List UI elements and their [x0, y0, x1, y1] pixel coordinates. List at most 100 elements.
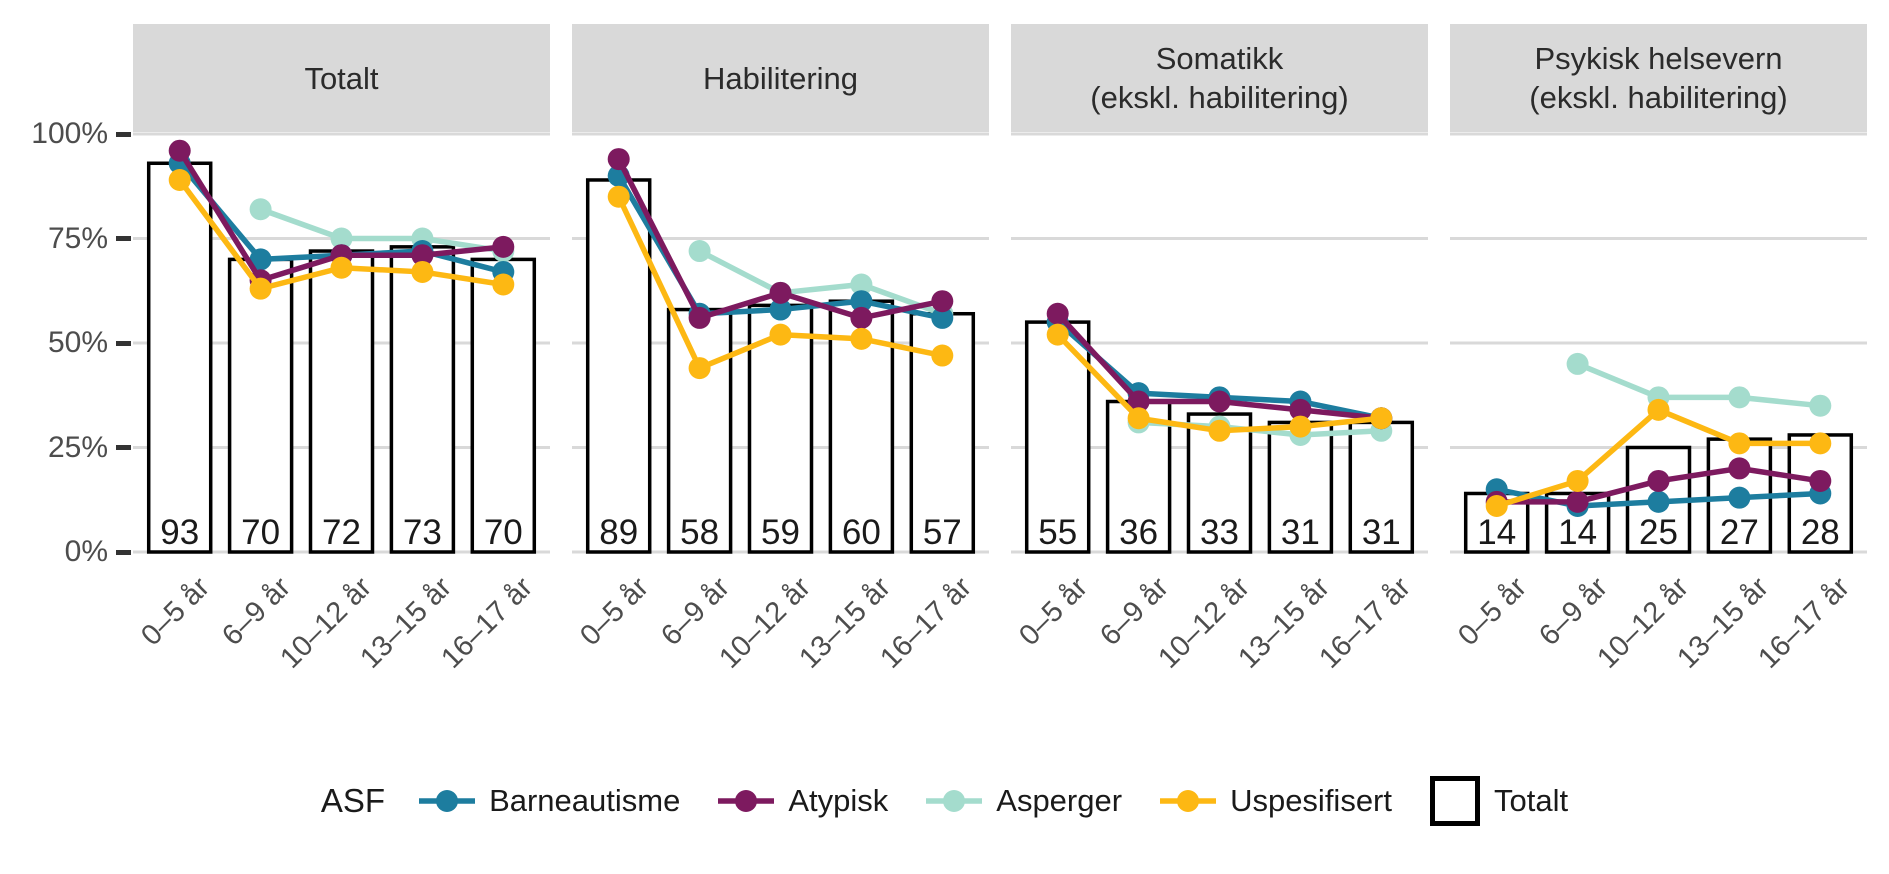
- bar-value-label: 70: [484, 513, 523, 552]
- data-point-atypisk: [492, 235, 515, 258]
- data-point-atypisk: [1289, 398, 1312, 421]
- facet-plot-totalt: 93 70 72 73 70: [133, 132, 550, 554]
- data-point-asperger: [1566, 352, 1589, 375]
- facet-title-line: (ekskl. habilitering): [1529, 80, 1788, 115]
- total-bar: [146, 161, 213, 554]
- data-point-uspesifisert: [769, 323, 792, 346]
- data-point-uspesifisert: [850, 327, 873, 350]
- series-line-asperger: [259, 206, 504, 254]
- legend-item-uspesifisert: Uspesifisert: [1160, 783, 1392, 819]
- total-bar: [308, 249, 375, 554]
- facet-title-line: Psykisk helsevern: [1534, 41, 1783, 76]
- y-tick-mark: [116, 549, 131, 555]
- line-dot-swatch-icon: [1160, 790, 1217, 812]
- total-bar: [1024, 320, 1091, 554]
- facet-title-line: (ekskl. habilitering): [1090, 80, 1349, 115]
- y-tick-mark: [116, 131, 131, 137]
- bar-value-label: 93: [160, 513, 199, 552]
- bar-value-label: 36: [1119, 513, 1158, 552]
- legend-item-asperger: Asperger: [926, 783, 1122, 819]
- bar-value-label: 59: [761, 513, 800, 552]
- legend-item-label: Uspesifisert: [1230, 783, 1392, 818]
- total-bar: [470, 257, 537, 554]
- legend-title: ASF: [320, 782, 386, 819]
- bar-value-label: 60: [842, 513, 881, 552]
- data-point-asperger: [330, 227, 353, 250]
- data-point-atypisk: [1647, 469, 1670, 492]
- bar-swatch-icon: [1430, 776, 1480, 826]
- data-point-asperger: [249, 198, 272, 221]
- total-bar: [227, 257, 294, 554]
- total-bar: [389, 245, 456, 554]
- data-point-asperger: [850, 273, 873, 296]
- data-point-uspesifisert: [1566, 469, 1589, 492]
- data-point-uspesifisert: [249, 277, 272, 300]
- facet-header-psykisk-helsevern-ekskl-habilitering: Psykisk helsevern (ekskl. habilitering): [1450, 24, 1867, 132]
- bar-value-label: 57: [923, 513, 962, 552]
- data-point-uspesifisert: [1485, 495, 1508, 518]
- y-tick-mark: [116, 236, 131, 241]
- line-dot-swatch-icon: [926, 790, 983, 812]
- data-point-uspesifisert: [330, 256, 353, 279]
- data-point-atypisk: [931, 290, 954, 313]
- facet-plot-habilitering: 89 58 59 60 57: [572, 132, 989, 554]
- data-point-asperger: [688, 240, 711, 263]
- bar-value-label: 33: [1200, 513, 1239, 552]
- data-point-uspesifisert: [168, 168, 191, 191]
- legend-item-totalt: Totalt: [1430, 776, 1568, 826]
- data-point-uspesifisert: [492, 273, 515, 296]
- facet-title-line: Habilitering: [702, 60, 859, 96]
- data-point-atypisk: [1809, 469, 1832, 492]
- data-point-barneautisme: [769, 298, 792, 321]
- data-point-uspesifisert: [411, 260, 434, 283]
- y-tick-label: 0%: [64, 535, 108, 568]
- data-point-uspesifisert: [607, 185, 630, 208]
- data-point-atypisk: [769, 281, 792, 304]
- data-point-barneautisme: [249, 248, 272, 271]
- legend: ASF Barneautisme Atypisk Asperger Uspesifis…: [0, 776, 1889, 826]
- series-line-asperger: [698, 248, 944, 317]
- data-point-barneautisme: [1647, 490, 1670, 513]
- facet-header-totalt: Totalt: [133, 24, 550, 132]
- y-tick-label: 25%: [47, 430, 108, 464]
- total-bar: [585, 178, 652, 554]
- data-point-atypisk: [850, 306, 873, 329]
- legend-item-atypisk: Atypisk: [718, 783, 888, 819]
- legend-item-label: Asperger: [996, 783, 1123, 818]
- data-point-atypisk: [411, 244, 434, 267]
- bar-value-label: 73: [403, 513, 442, 552]
- data-point-barneautisme: [1728, 486, 1751, 509]
- bar-value-label: 89: [599, 513, 638, 552]
- bar-value-label: 27: [1720, 513, 1759, 552]
- y-tick-mark: [116, 445, 131, 450]
- bar-value-label: 70: [241, 513, 280, 552]
- data-point-uspesifisert: [688, 357, 711, 380]
- facet-title-line: Somatikk: [1155, 41, 1284, 76]
- data-point-uspesifisert: [1046, 323, 1069, 346]
- data-point-barneautisme: [931, 306, 954, 329]
- legend-item-label: Atypisk: [788, 783, 889, 818]
- data-point-uspesifisert: [931, 344, 954, 367]
- facet-header-somatikk-ekskl-habilitering: Somatikk (ekskl. habilitering): [1011, 24, 1428, 132]
- data-point-atypisk: [1566, 490, 1589, 513]
- legend-item-label: Barneautisme: [489, 783, 681, 818]
- facet-plot-psykisk-helsevern-ekskl-habilitering: 14 14 25 27 28: [1450, 132, 1867, 554]
- bar-value-label: 28: [1801, 513, 1840, 552]
- data-point-uspesifisert: [1289, 415, 1312, 438]
- bar-value-label: 72: [322, 513, 361, 552]
- data-point-asperger: [1809, 394, 1832, 417]
- total-bar: [1348, 420, 1415, 554]
- data-point-atypisk: [1208, 390, 1231, 413]
- bar-value-label: 31: [1281, 513, 1320, 552]
- bar-value-label: 25: [1639, 513, 1678, 552]
- data-point-atypisk: [688, 306, 711, 329]
- data-point-atypisk: [1046, 302, 1069, 325]
- data-point-barneautisme: [850, 290, 873, 313]
- data-point-uspesifisert: [1208, 419, 1231, 442]
- data-point-atypisk: [168, 139, 191, 162]
- data-point-uspesifisert: [1728, 432, 1751, 455]
- bar-value-label: 31: [1362, 513, 1401, 552]
- legend-item-barneautisme: Barneautisme: [419, 783, 680, 819]
- bar-value-label: 14: [1558, 513, 1597, 552]
